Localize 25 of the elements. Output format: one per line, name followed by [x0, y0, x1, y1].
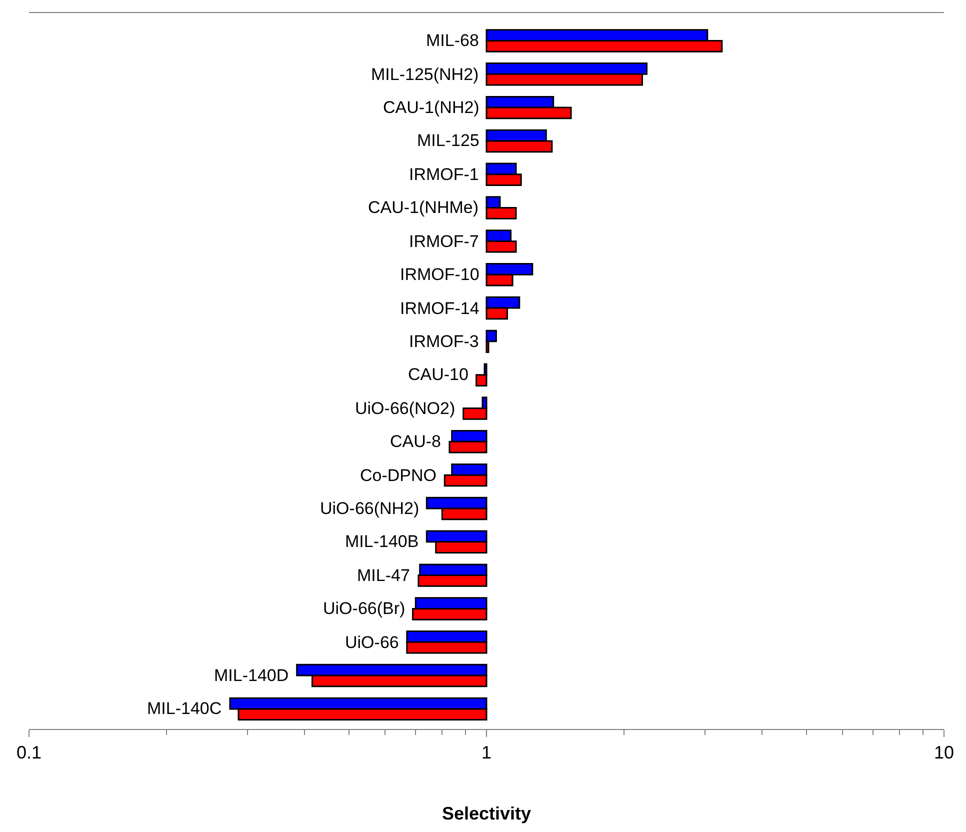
y-tick-label: IRMOF-3 — [409, 332, 479, 351]
y-tick-label: MIL-140C — [147, 699, 222, 718]
y-tick-label: UiO-66(NH2) — [320, 499, 420, 518]
x-axis-title: Selectivity — [442, 804, 532, 824]
y-tick-label: MIL-140D — [214, 666, 289, 685]
y-tick-label: UiO-66(NO2) — [355, 399, 456, 418]
y-tick-label: MIL-125(NH2) — [371, 65, 479, 84]
y-tick-label: IRMOF-7 — [409, 232, 479, 251]
y-tick-label: MIL-140B — [345, 532, 419, 551]
y-tick-label: IRMOF-10 — [400, 265, 480, 284]
y-tick-label: Co-DPNO — [360, 466, 437, 485]
x-tick-label: 0.1 — [16, 742, 42, 763]
y-tick-label: CAU-1(NHMe) — [368, 198, 478, 217]
x-tick-label: 10 — [934, 742, 954, 763]
y-tick-label: UiO-66(Br) — [323, 599, 406, 618]
y-tick-label: CAU-10 — [408, 365, 468, 384]
y-tick-label: CAU-8 — [390, 432, 442, 451]
y-tick-label: MIL-125 — [417, 131, 480, 150]
y-tick-label: IRMOF-14 — [400, 299, 480, 318]
y-tick-label: CAU-1(NH2) — [383, 98, 480, 117]
y-tick-label: UiO-66 — [345, 633, 399, 652]
y-tick-label: IRMOF-1 — [409, 165, 479, 184]
y-tick-label: MIL-68 — [426, 31, 479, 50]
y-tick-label: MIL-47 — [357, 566, 410, 585]
x-tick-label: 1 — [481, 742, 492, 763]
